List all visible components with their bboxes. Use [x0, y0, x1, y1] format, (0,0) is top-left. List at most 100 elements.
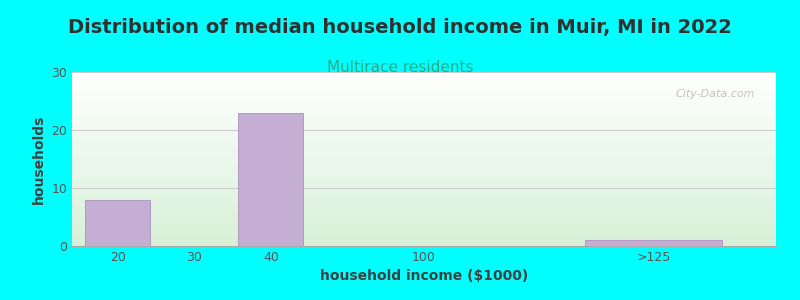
Bar: [72, 146, 776, 147]
Bar: [72, 154, 776, 155]
Bar: [72, 218, 776, 219]
Bar: [72, 157, 776, 158]
Bar: [72, 104, 776, 105]
Bar: [72, 189, 776, 190]
Bar: [72, 139, 776, 140]
Bar: [72, 137, 776, 138]
Bar: [72, 113, 776, 114]
Bar: [72, 87, 776, 88]
Bar: [72, 200, 776, 201]
Bar: [72, 232, 776, 233]
Bar: [72, 127, 776, 128]
Bar: [72, 159, 776, 160]
Bar: [72, 103, 776, 104]
Y-axis label: households: households: [32, 114, 46, 204]
Bar: [72, 226, 776, 227]
Bar: [72, 176, 776, 177]
Bar: [72, 170, 776, 171]
Bar: [72, 215, 776, 216]
Bar: [72, 88, 776, 89]
Bar: [72, 141, 776, 142]
Bar: [72, 115, 776, 116]
Bar: [72, 120, 776, 121]
Bar: [72, 74, 776, 75]
Bar: [72, 111, 776, 112]
Bar: [72, 225, 776, 226]
Bar: [72, 86, 776, 87]
Bar: [72, 79, 776, 80]
Bar: [72, 213, 776, 214]
Text: Multirace residents: Multirace residents: [326, 60, 474, 75]
Bar: [72, 188, 776, 189]
Bar: [72, 187, 776, 188]
Bar: [72, 76, 776, 77]
Bar: [72, 91, 776, 92]
Bar: [72, 238, 776, 239]
Bar: [72, 166, 776, 167]
Bar: [72, 216, 776, 217]
Bar: [72, 97, 776, 98]
Bar: [72, 192, 776, 193]
Bar: [72, 119, 776, 120]
Bar: [72, 173, 776, 174]
Bar: [72, 202, 776, 203]
Bar: [72, 116, 776, 117]
Bar: [72, 223, 776, 224]
Bar: [72, 239, 776, 240]
Bar: [72, 140, 776, 141]
Bar: [72, 90, 776, 91]
Bar: [72, 245, 776, 246]
Bar: [72, 156, 776, 157]
Bar: [72, 194, 776, 195]
Text: City-Data.com: City-Data.com: [675, 89, 755, 99]
Bar: [72, 154, 776, 155]
Bar: [72, 98, 776, 99]
Bar: [72, 96, 776, 97]
Bar: [72, 150, 776, 151]
Bar: [72, 92, 776, 93]
Bar: [72, 131, 776, 132]
Bar: [72, 242, 776, 243]
Bar: [72, 133, 776, 134]
Bar: [72, 93, 776, 94]
Bar: [72, 186, 776, 187]
Bar: [72, 203, 776, 204]
Bar: [72, 236, 776, 237]
Bar: [72, 241, 776, 242]
Bar: [72, 219, 776, 220]
Bar: [72, 94, 776, 95]
Bar: [72, 220, 776, 221]
Bar: [72, 165, 776, 166]
Bar: [72, 183, 776, 184]
Bar: [72, 106, 776, 107]
Bar: [72, 243, 776, 244]
Bar: [72, 84, 776, 85]
Bar: [72, 129, 776, 130]
Bar: [72, 221, 776, 222]
Bar: [72, 163, 776, 164]
Bar: [72, 85, 776, 86]
Bar: [72, 201, 776, 202]
Bar: [72, 227, 776, 228]
Bar: [72, 102, 776, 103]
Bar: [72, 83, 776, 84]
Bar: [72, 204, 776, 205]
Bar: [72, 117, 776, 118]
Bar: [72, 179, 776, 180]
Bar: [72, 205, 776, 206]
Bar: [238, 112, 303, 246]
Bar: [72, 151, 776, 152]
Bar: [72, 72, 776, 73]
Bar: [72, 240, 776, 241]
Bar: [72, 237, 776, 238]
Bar: [72, 161, 776, 162]
Bar: [72, 229, 776, 230]
Bar: [72, 169, 776, 170]
Bar: [72, 102, 776, 103]
Bar: [72, 244, 776, 245]
Bar: [72, 172, 776, 173]
Bar: [72, 235, 776, 236]
Bar: [72, 118, 776, 119]
Bar: [72, 148, 776, 149]
Bar: [72, 181, 776, 182]
